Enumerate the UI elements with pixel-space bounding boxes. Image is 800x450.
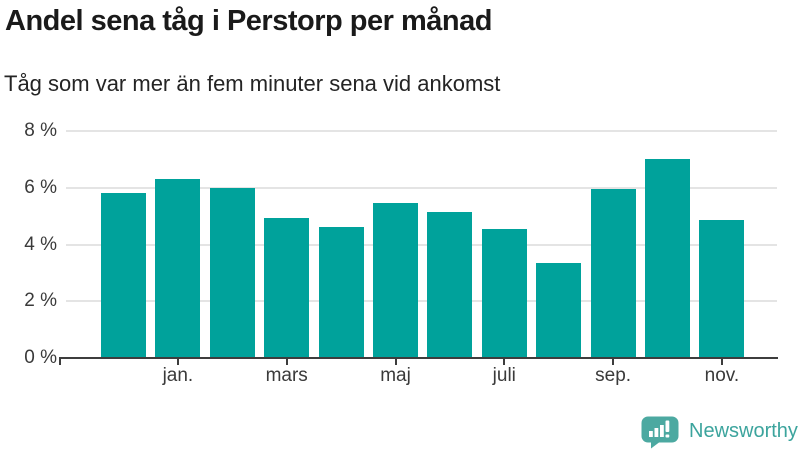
newsworthy-logo[interactable]: Newsworthy: [641, 416, 798, 449]
newsworthy-wordmark: Newsworthy: [689, 420, 798, 442]
bar: [590, 189, 636, 358]
axis-start-tick: [59, 358, 61, 365]
x-tick: [503, 358, 506, 365]
x-tick-label: jan.: [162, 365, 194, 386]
bar: [536, 262, 582, 358]
bar: [481, 228, 527, 358]
bar: [318, 227, 364, 358]
x-tick-label: nov.: [704, 365, 740, 386]
chart-title: Andel sena tåg i Perstorp per månad: [5, 5, 492, 37]
x-tick-label: sep.: [595, 365, 632, 386]
y-tick-label: 4 %: [24, 233, 57, 255]
x-tick: [285, 358, 288, 365]
gridline: [66, 300, 777, 303]
bar: [209, 187, 255, 358]
gridline: [66, 186, 777, 189]
gridline: [66, 243, 777, 246]
x-tick-label: mars: [265, 365, 308, 386]
x-tick: [720, 358, 723, 365]
x-tick: [394, 358, 397, 365]
x-tick: [612, 358, 615, 365]
newsworthy-icon: [641, 416, 679, 449]
y-tick-label: 6 %: [24, 176, 57, 198]
x-tick: [176, 358, 179, 365]
bar: [699, 220, 745, 358]
x-tick-label: juli: [492, 365, 516, 386]
bar: [427, 211, 473, 358]
bar: [155, 179, 201, 358]
y-tick-label: 8 %: [24, 120, 57, 141]
bar: [101, 193, 146, 358]
bar: [373, 203, 418, 358]
x-tick-label: maj: [380, 365, 411, 386]
bar: [264, 217, 310, 358]
x-axis-line: [59, 357, 778, 359]
y-tick-label: 0 %: [24, 347, 57, 368]
gridline: [66, 130, 777, 132]
y-tick-label: 2 %: [24, 290, 57, 312]
bar: [645, 159, 690, 358]
chart-subtitle: Tåg som var mer än fem minuter sena vid …: [4, 71, 501, 96]
